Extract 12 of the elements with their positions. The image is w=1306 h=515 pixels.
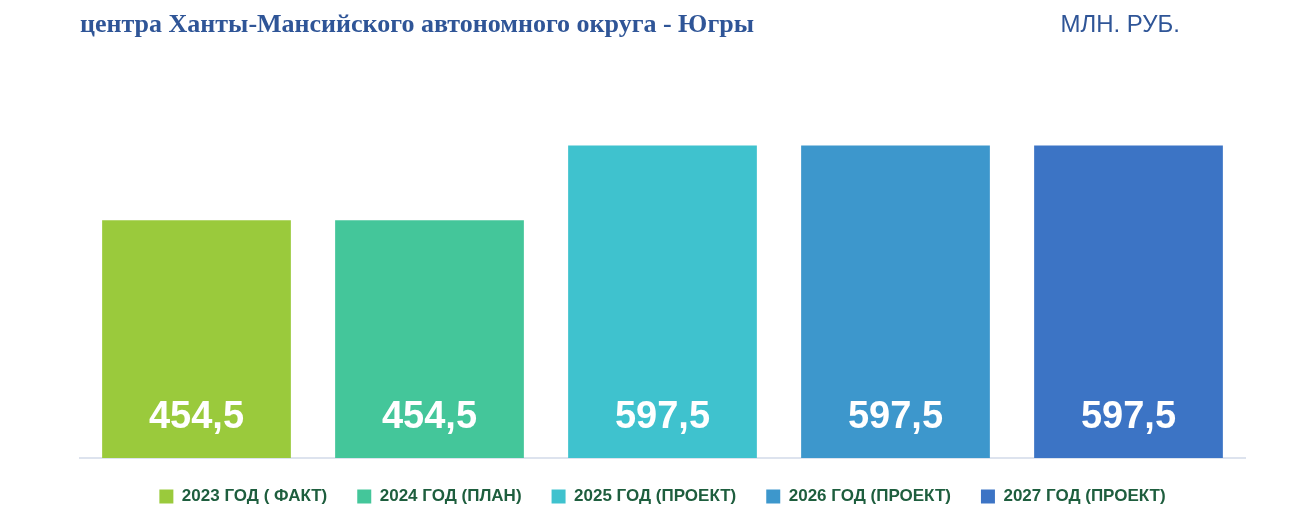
legend-label: 2026 ГОД (ПРОЕКТ) <box>788 486 951 506</box>
legend-label: 2025 ГОД (ПРОЕКТ) <box>574 486 737 506</box>
data-label: 454,5 <box>381 394 478 437</box>
data-label: 454,5 <box>148 394 245 437</box>
legend-label: 2024 ГОД (ПЛАН) <box>379 486 522 506</box>
legend-label: 2027 ГОД (ПРОЕКТ) <box>1003 486 1166 506</box>
data-label: 597,5 <box>1080 394 1177 437</box>
text: МЛН. РУБ. <box>1060 9 1180 37</box>
legend-label: 2023 ГОД ( ФАКТ) <box>181 486 328 506</box>
data-label: 597,5 <box>614 394 711 437</box>
data-label: 597,5 <box>847 394 944 437</box>
chart-title: центра Ханты-Мансийского автономного округа - Югры <box>80 9 754 39</box>
